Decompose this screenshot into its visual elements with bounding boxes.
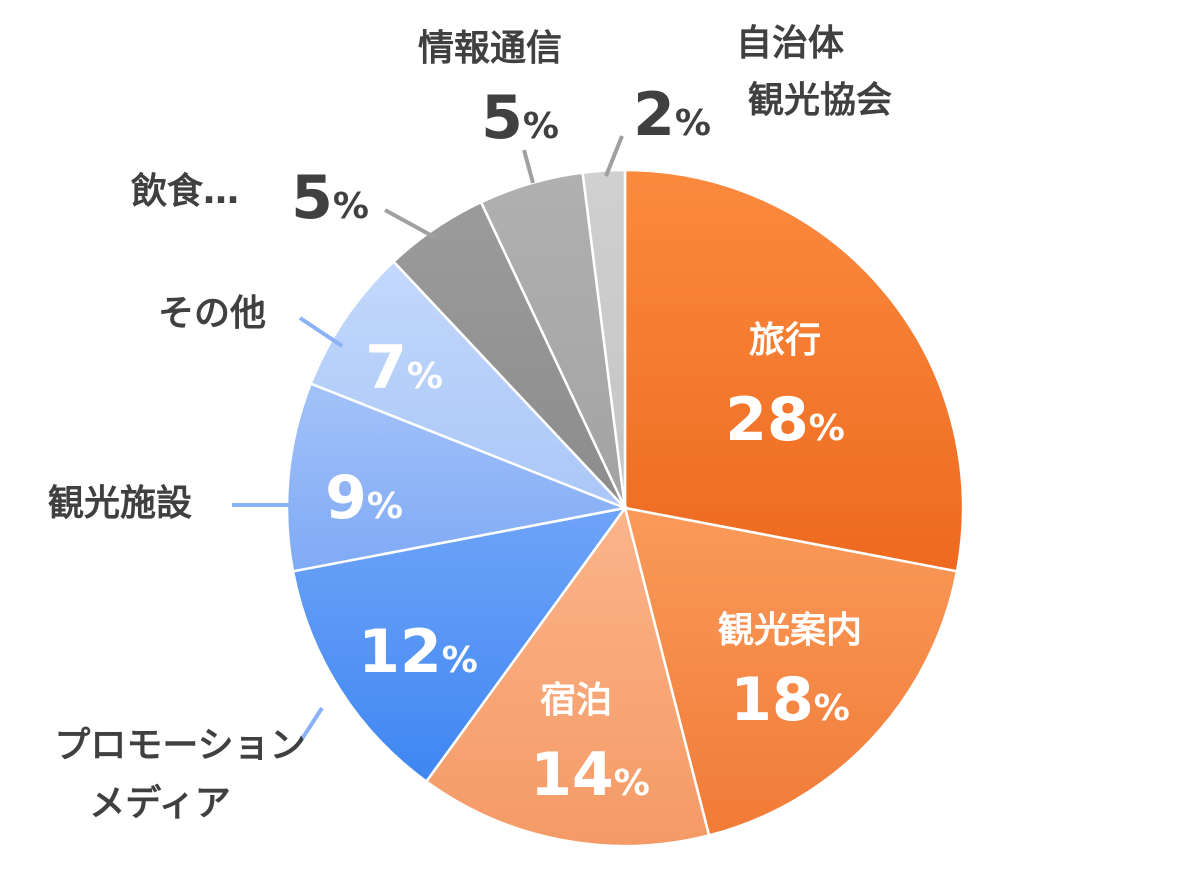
pie-slices — [285, 168, 965, 848]
pie-slice-2 — [424, 505, 711, 848]
slice-5-label-line-0: その他 — [158, 293, 266, 334]
slice-6-label-line-0: 飲食… — [131, 171, 239, 212]
slice-3-percent: 12% — [358, 617, 478, 687]
slice-4-label-line-0: 観光施設 — [48, 483, 192, 524]
leader-lines — [232, 135, 624, 744]
pie-slice-8 — [581, 168, 627, 509]
slice-2-percent: 14% — [530, 740, 650, 810]
slice-7-label-line-0: 情報通信 — [418, 28, 562, 69]
slice-7-leader — [522, 149, 535, 184]
slice-8-leader — [604, 135, 624, 177]
slice-6-percent: 5% — [291, 163, 369, 233]
pie-slice-5 — [309, 259, 626, 510]
slice-8-label-line-0: 自治体 — [736, 23, 844, 64]
slice-8-percent: 2% — [633, 80, 711, 150]
slice-3-label-line-1: メディア — [89, 782, 230, 824]
slice-5-leader — [298, 316, 344, 348]
pie-slice-3 — [291, 506, 628, 784]
slice-3-leader — [298, 706, 324, 744]
slice-5-percent: 7% — [365, 333, 443, 403]
slice-8-label-line-1: 観光協会 — [748, 80, 892, 121]
slice-2-label: 宿泊 — [540, 680, 612, 721]
slice-3-label-line-0: プロモーション — [54, 725, 305, 766]
pie-slice-1 — [623, 506, 959, 837]
slice-0-percent: 28% — [725, 385, 845, 455]
slice-1-label: 観光案内 — [718, 610, 862, 651]
slice-7-percent: 5% — [481, 83, 559, 153]
slice-0-label: 旅行 — [749, 320, 821, 361]
slice-1-percent: 18% — [730, 665, 850, 735]
pie-slice-0 — [623, 168, 965, 573]
slice-6-leader — [384, 208, 437, 240]
pie-slice-4 — [285, 381, 630, 573]
slice-4-percent: 9% — [325, 463, 403, 533]
